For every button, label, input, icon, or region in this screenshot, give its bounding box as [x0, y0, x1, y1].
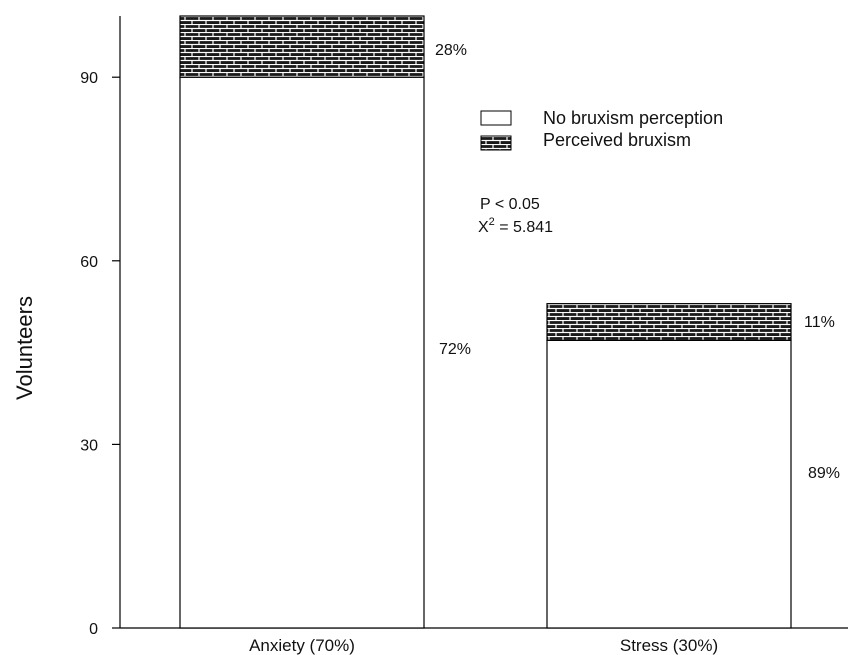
legend-swatch-no-bruxism — [480, 110, 512, 126]
chi-square-superscript: 2 — [489, 216, 495, 228]
chi-square-symbol: X — [478, 219, 489, 236]
x-category-label: Anxiety (70%) — [249, 636, 355, 655]
y-ticks: 0 30 60 90 — [80, 70, 120, 638]
bar-segment-no-bruxism — [179, 76, 425, 629]
category-labels: Anxiety (70%) Stress (30%) — [249, 636, 718, 655]
chi-square-text: X2 = 5.841 — [478, 216, 553, 236]
legend-label-perceived-bruxism: Perceived bruxism — [543, 130, 691, 150]
y-tick-label: 90 — [80, 70, 98, 87]
percentage-label: 11% — [804, 314, 835, 331]
bar-segment-perceived-bruxism — [546, 303, 792, 341]
y-axis-label: Volunteers — [12, 296, 37, 400]
percentage-label: 28% — [435, 42, 467, 59]
legend-label-no-bruxism: No bruxism perception — [543, 108, 723, 128]
x-category-label: Stress (30%) — [620, 636, 718, 655]
bars — [179, 15, 792, 629]
y-tick-label: 60 — [80, 254, 98, 271]
chi-square-value: = 5.841 — [495, 219, 553, 236]
p-value-text: P < 0.05 — [480, 196, 540, 213]
legend: No bruxism perception Perceived bruxism — [480, 108, 723, 151]
bar-segment-perceived-bruxism — [179, 15, 425, 78]
percentage-label: 72% — [439, 341, 471, 358]
legend-swatch-perceived-bruxism — [480, 135, 512, 151]
statistics-annotation: P < 0.05 X2 = 5.841 — [478, 196, 553, 236]
percentage-label: 89% — [808, 465, 840, 482]
y-tick-label: 30 — [80, 437, 98, 454]
bar-segment-no-bruxism — [546, 339, 792, 629]
y-tick-label: 0 — [89, 621, 98, 638]
percentage-labels: 72% 28% 89% 11% — [435, 42, 840, 482]
